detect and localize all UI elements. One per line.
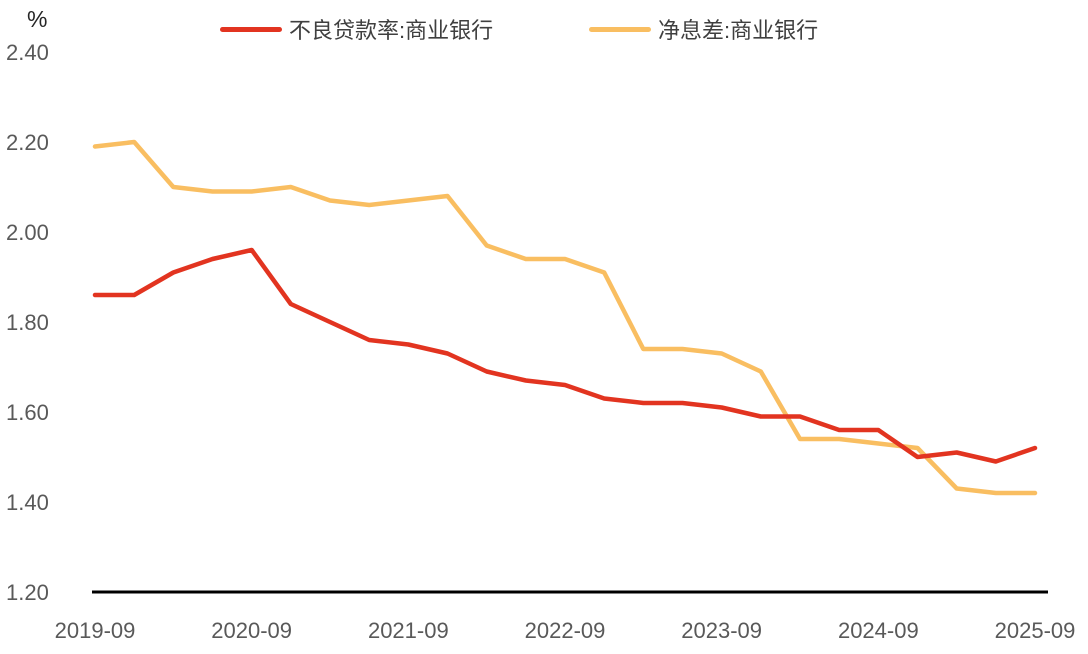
npl-line — [92, 247, 1038, 464]
nim-line-swatch — [589, 26, 651, 32]
y-tick-label: 1.80 — [6, 310, 49, 335]
y-tick-label: 1.20 — [6, 580, 49, 605]
x-tick-label: 2025-09 — [995, 618, 1076, 643]
nim-line — [92, 139, 1038, 496]
x-tick-label: 2024-09 — [838, 618, 919, 643]
x-tick-label: 2022-09 — [525, 618, 606, 643]
legend-label-nim: 净息差:商业银行 — [658, 18, 819, 43]
y-tick-label: 2.20 — [6, 130, 49, 155]
y-axis-unit-label: % — [27, 6, 48, 32]
x-tick-label: 2020-09 — [211, 618, 292, 643]
y-tick-label: 1.40 — [6, 490, 49, 515]
chart-legend: 不良贷款率:商业银行 净息差:商业银行 — [0, 14, 1088, 44]
npl-line-swatch — [220, 26, 282, 32]
legend-item-nim: 净息差:商业银行 — [589, 14, 818, 44]
y-tick-label: 2.00 — [6, 220, 49, 245]
legend-item-npl: 不良贷款率:商业银行 — [220, 14, 493, 44]
x-tick-label: 2023-09 — [681, 618, 762, 643]
x-tick-label: 2021-09 — [368, 618, 449, 643]
y-tick-label: 2.40 — [6, 40, 49, 65]
x-tick-label: 2019-09 — [55, 618, 136, 643]
y-tick-label: 1.60 — [6, 400, 49, 425]
legend-label-npl: 不良贷款率:商业银行 — [289, 18, 494, 43]
